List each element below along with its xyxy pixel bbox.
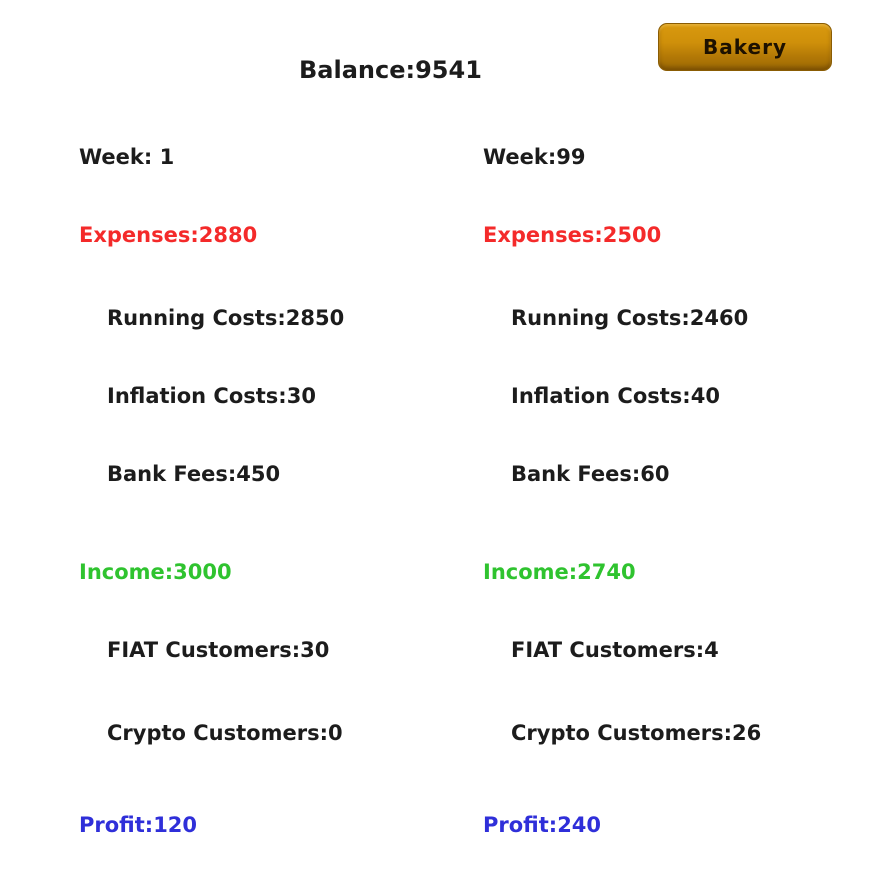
fiat-customers-value: 30	[300, 638, 330, 662]
crypto-customers-row: Crypto Customers:26	[483, 718, 863, 748]
crypto-customers-label: Crypto Customers:	[511, 721, 732, 745]
running-costs-value: 2850	[285, 306, 345, 330]
income-label: Income:	[79, 560, 174, 584]
expenses-label: Expenses:	[79, 223, 199, 247]
expenses-row: Expenses:2500	[483, 220, 863, 250]
profit-row: Profit:240	[483, 810, 863, 840]
crypto-customers-value: 26	[731, 721, 762, 745]
bakery-game-screen: Bakery Balance:9541 Week: 1 Expenses:288…	[79, 23, 832, 837]
inflation-costs-label: Inflation Costs:	[107, 384, 287, 408]
expenses-label: Expenses:	[483, 223, 603, 247]
inflation-costs-value: 40	[690, 384, 720, 408]
income-row: Income:3000	[79, 557, 459, 587]
crypto-customers-value: 0	[327, 721, 343, 745]
balance-value: 9541	[415, 56, 482, 84]
profit-value: 240	[557, 813, 602, 837]
inflation-costs-row: Inflation Costs:30	[79, 381, 459, 411]
expenses-value: 2500	[602, 223, 662, 247]
bank-fees-label: Bank Fees:	[511, 462, 641, 486]
bank-fees-value: 60	[640, 462, 670, 486]
balance-label: Balance:	[299, 56, 416, 84]
profit-label: Profit:	[79, 813, 154, 837]
inflation-costs-value: 30	[286, 384, 316, 408]
income-label: Income:	[483, 560, 578, 584]
fiat-customers-label: FIAT Customers:	[107, 638, 301, 662]
running-costs-value: 2460	[689, 306, 749, 330]
week-value: 1	[159, 145, 175, 169]
running-costs-label: Running Costs:	[107, 306, 286, 330]
crypto-customers-label: Crypto Customers:	[107, 721, 328, 745]
income-value: 3000	[173, 560, 232, 584]
week-row: Week: 1	[79, 142, 459, 172]
bank-fees-label: Bank Fees:	[107, 462, 237, 486]
expenses-value: 2880	[198, 223, 258, 247]
expenses-row: Expenses:2880	[79, 220, 459, 250]
balance-display: Balance:9541	[299, 56, 482, 84]
week-value: 99	[556, 145, 586, 169]
week-row: Week:99	[483, 142, 863, 172]
fiat-customers-row: FIAT Customers:30	[79, 635, 459, 665]
income-row: Income:2740	[483, 557, 863, 587]
inflation-costs-label: Inflation Costs:	[511, 384, 691, 408]
income-value: 2740	[577, 560, 636, 584]
inflation-costs-row: Inflation Costs:40	[483, 381, 863, 411]
bank-fees-value: 450	[236, 462, 281, 486]
profit-value: 120	[153, 813, 198, 837]
fiat-customers-label: FIAT Customers:	[511, 638, 705, 662]
running-costs-row: Running Costs:2850	[79, 303, 459, 333]
bakery-shop-button[interactable]: Bakery	[658, 23, 832, 71]
fiat-customers-row: FIAT Customers:4	[483, 635, 863, 665]
week-label: Week:	[79, 145, 160, 169]
week-report-panel-week1: Week: 1 Expenses:2880 Running Costs:2850…	[79, 94, 459, 880]
fiat-customers-value: 4	[704, 638, 719, 662]
week-report-panel-week99: Week:99 Expenses:2500 Running Costs:2460…	[483, 94, 863, 880]
bakery-shop-button-label: Bakery	[703, 35, 787, 59]
week-label: Week:	[483, 145, 557, 169]
crypto-customers-row: Crypto Customers:0	[79, 718, 459, 748]
running-costs-label: Running Costs:	[511, 306, 690, 330]
bank-fees-row: Bank Fees:60	[483, 459, 863, 489]
bank-fees-row: Bank Fees:450	[79, 459, 459, 489]
profit-row: Profit:120	[79, 810, 459, 840]
profit-label: Profit:	[483, 813, 558, 837]
running-costs-row: Running Costs:2460	[483, 303, 863, 333]
